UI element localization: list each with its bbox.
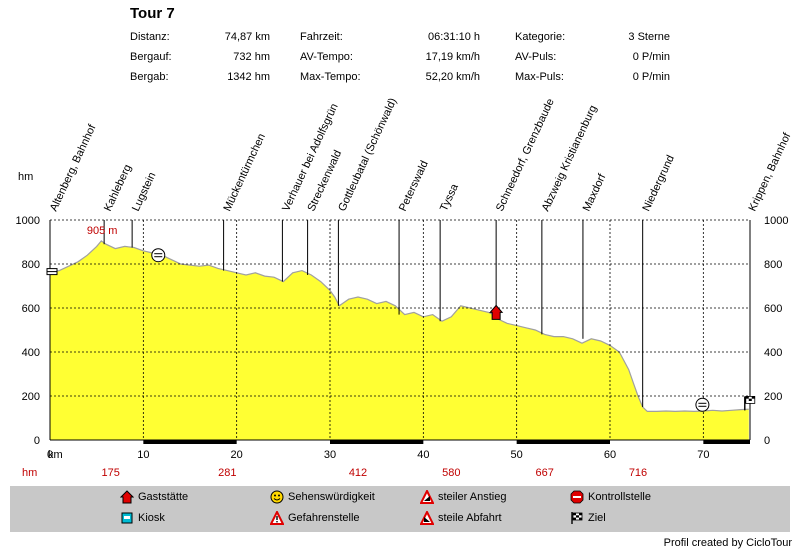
x-tick-label: 40 [417, 449, 429, 461]
legend-item: Gefahrenstelle [270, 511, 360, 525]
y-tick-label: 200 [22, 391, 40, 403]
scale-bar-segment [330, 440, 424, 444]
x-tick-label: 60 [604, 449, 616, 461]
stat-label: Bergauf: [130, 51, 172, 63]
y-tick-label-right: 400 [764, 347, 782, 359]
elevation-profile-chart: hm km hm Altenberg, Bahnhof Kahleberg 905 … [16, 96, 794, 479]
hm-row-label: hm [22, 467, 37, 479]
milestone-label: Altenberg, Bahnhof [48, 122, 99, 213]
stat-value: 17,19 km/h [425, 51, 480, 63]
legend-item: steiler Anstieg [420, 490, 506, 504]
stat-label: Kategorie: [515, 31, 566, 43]
legend-item: Sehenswürdigkeit [270, 490, 375, 504]
milestone-label: Peterswald [397, 159, 431, 213]
steep-descent-icon [695, 397, 710, 412]
y-tick-label: 400 [22, 347, 40, 359]
steep-descent-icon [420, 511, 434, 525]
x-tick-label: 10 [137, 449, 149, 461]
legend-item: Gaststätte [120, 490, 188, 504]
legend-label: Gaststätte [138, 491, 189, 503]
hm-mark: 175 [101, 467, 119, 479]
hm-mark: 412 [349, 467, 367, 479]
scale-bar-segment [703, 440, 750, 444]
stat-value: 0 P/min [632, 51, 670, 63]
x-tick-label: 0 [47, 449, 53, 461]
smiley-icon [270, 490, 284, 504]
hm-mark: 667 [535, 467, 553, 479]
legend-item: Kontrollstelle [570, 490, 651, 504]
legend-label: Ziel [588, 512, 606, 524]
x-tick-label: 20 [231, 449, 243, 461]
scale-bar-segment [516, 440, 610, 444]
stat-label: AV-Tempo: [300, 51, 353, 63]
restaurant-icon [489, 304, 504, 320]
y-tick-label: 800 [22, 259, 40, 271]
hm-mark: 580 [442, 467, 460, 479]
stat-value: 06:31:10 h [428, 31, 480, 43]
milestone-label: Kahleberg [102, 163, 134, 214]
danger-icon [270, 511, 284, 525]
y-tick-label-right: 800 [764, 259, 782, 271]
milestone-label: Lugstein [130, 170, 158, 213]
legend-label: steile Abfahrt [438, 512, 502, 524]
credit-text: Profil created by CicloTour [663, 537, 792, 549]
y-tick-label-right: 0 [764, 435, 770, 447]
stat-label: Max-Tempo: [300, 71, 361, 83]
stat-value: 3 Sterne [628, 31, 670, 43]
x-tick-label: 50 [511, 449, 523, 461]
stat-label: Bergab: [130, 71, 169, 83]
x-tick-label: 30 [324, 449, 336, 461]
stat-value: 52,20 km/h [425, 71, 480, 83]
y-tick-label: 600 [22, 303, 40, 315]
stat-label: Distanz: [130, 31, 170, 43]
hm-mark: 281 [218, 467, 236, 479]
milestone-label: Niedergrund [641, 153, 677, 213]
x-tick-label: 70 [697, 449, 709, 461]
legend-label: Kiosk [138, 512, 165, 524]
y-tick-label: 1000 [16, 215, 40, 227]
stat-label: AV-Puls: [515, 51, 557, 63]
kiosk-icon [121, 512, 133, 524]
y-tick-label: 0 [34, 435, 40, 447]
steep-climb-icon [420, 490, 434, 504]
milestone-label: Krippen, Bahnhof [747, 130, 794, 213]
milestone-label: Gottleubatal (Schönwald) [336, 96, 399, 213]
finish-flag-icon [571, 512, 583, 524]
y-tick-label-right: 600 [764, 303, 782, 315]
legend-label: Sehenswürdigkeit [288, 491, 375, 503]
legend-item: Ziel [570, 511, 606, 525]
stat-label: Max-Puls: [515, 71, 564, 83]
x-axis-label: km [48, 449, 63, 461]
finish-flag-check [745, 396, 749, 399]
legend-label: Kontrollstelle [588, 491, 651, 503]
y-tick-label-right: 1000 [764, 215, 788, 227]
milestone-label: Tyssa [438, 181, 461, 213]
finish-flag-check [748, 398, 752, 401]
milestone-label: Mückentürmchen [221, 132, 268, 214]
steep-descent-icon [151, 248, 166, 263]
restaurant-icon [120, 490, 134, 504]
page-title: Tour 7 [130, 5, 175, 22]
hm-mark: 716 [629, 467, 647, 479]
stat-value: 1342 hm [227, 71, 270, 83]
legend-label: Gefahrenstelle [288, 512, 360, 524]
legend: Gaststätte Kiosk Sehenswürdigkeit Gefahr… [10, 486, 790, 532]
legend-item: steile Abfahrt [420, 511, 502, 525]
stat-value: 74,87 km [224, 31, 270, 43]
scale-bar-segment [143, 440, 237, 444]
finish-flag-check [751, 396, 755, 399]
peak-label: 905 m [87, 225, 118, 237]
stop-icon [570, 490, 584, 504]
legend-item: Kiosk [120, 511, 165, 525]
legend-label: steiler Anstieg [438, 491, 507, 503]
milestone-label: Maxdorf [581, 171, 609, 213]
elevation-area [50, 240, 749, 440]
stat-value: 732 hm [233, 51, 270, 63]
y-axis-label: hm [18, 171, 33, 183]
stat-label: Fahrzeit: [300, 31, 343, 43]
stat-value: 0 P/min [632, 71, 670, 83]
y-tick-label-right: 200 [764, 391, 782, 403]
